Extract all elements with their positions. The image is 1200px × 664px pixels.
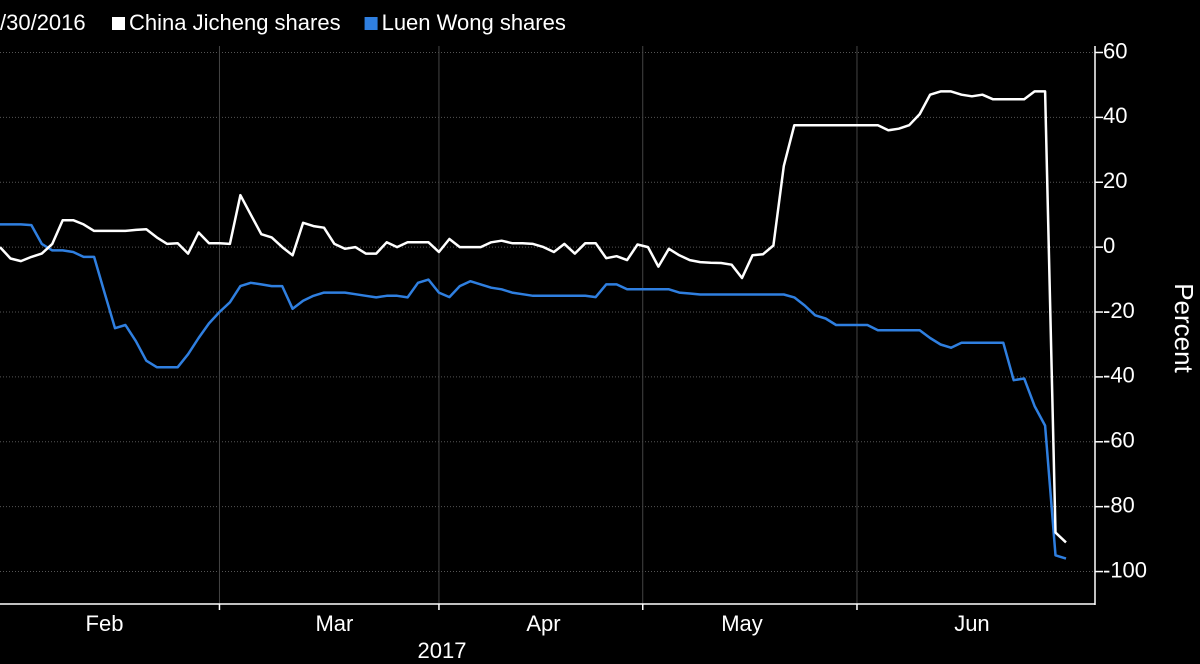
- y-tick-label: -80: [1103, 492, 1135, 517]
- legend-swatch: [364, 17, 378, 30]
- legend-label: Luen Wong shares: [382, 10, 566, 35]
- y-tick-label: 60: [1103, 38, 1127, 63]
- y-tick-label: -40: [1103, 363, 1135, 388]
- y-tick-label: -60: [1103, 428, 1135, 453]
- x-tick-label: Apr: [526, 611, 560, 636]
- year-label: 2017: [418, 638, 467, 663]
- x-tick-label: May: [721, 611, 763, 636]
- x-tick-label: Mar: [315, 611, 353, 636]
- legend-swatch: [112, 17, 125, 30]
- y-tick-label: 20: [1103, 168, 1127, 193]
- chart-subtitle: /30/2016: [0, 10, 86, 35]
- y-axis-label: Percent: [1169, 283, 1199, 373]
- series-line: [0, 90, 1067, 544]
- x-tick-label: Jun: [954, 611, 989, 636]
- x-tick-label: Feb: [86, 611, 124, 636]
- legend-label: China Jicheng shares: [129, 10, 341, 35]
- y-tick-label: 0: [1103, 233, 1115, 258]
- y-tick-label: 40: [1103, 103, 1127, 128]
- y-tick-label: -100: [1103, 557, 1147, 582]
- series-line: [0, 223, 1067, 560]
- y-tick-label: -20: [1103, 298, 1135, 323]
